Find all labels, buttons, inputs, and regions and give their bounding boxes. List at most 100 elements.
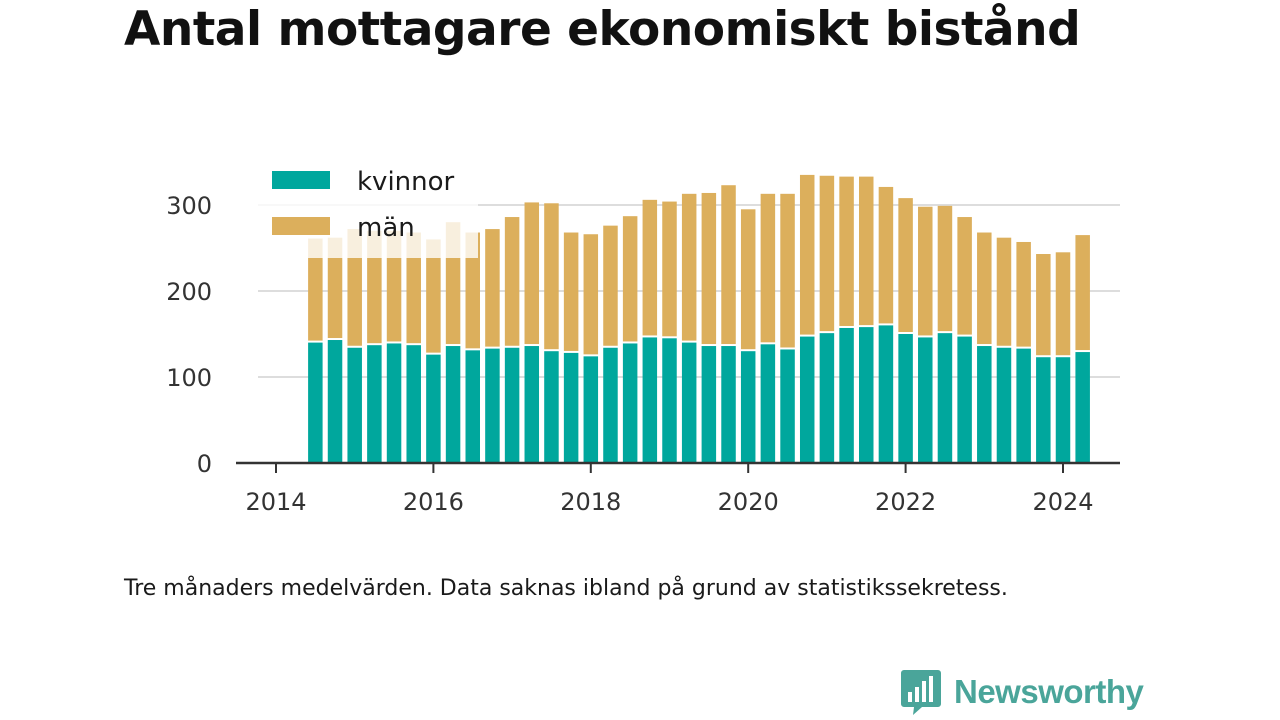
bar-kvinnor — [386, 343, 402, 463]
bar-man — [563, 232, 579, 351]
bar-stack — [996, 237, 1012, 463]
bar-kvinnor — [603, 347, 618, 463]
bar-stack — [485, 229, 500, 463]
bar-kvinnor — [878, 325, 894, 463]
bar-man — [367, 230, 382, 344]
bar-stack — [1055, 252, 1071, 463]
y-tick-label: 100 — [166, 364, 212, 392]
bar-kvinnor — [996, 347, 1012, 463]
bar-man — [859, 176, 874, 326]
brand-logo: Newsworthy — [900, 668, 1144, 716]
bar-stack — [465, 232, 480, 463]
bar-man — [819, 175, 835, 332]
bar-stack — [386, 230, 402, 463]
bar-man — [327, 237, 343, 339]
bar-man — [1016, 241, 1031, 347]
bar-stack — [799, 174, 815, 463]
bar-stack — [1016, 241, 1031, 463]
bar-stack — [308, 238, 323, 463]
bar-kvinnor — [504, 347, 520, 463]
bar-stack — [445, 222, 461, 463]
bar-man — [721, 185, 736, 345]
bar-man — [957, 217, 972, 335]
legend-swatch — [272, 171, 330, 189]
bar-man — [662, 201, 677, 337]
bar-kvinnor — [662, 338, 677, 463]
legend: kvinnor män — [258, 160, 478, 258]
bar-kvinnor — [524, 346, 540, 463]
bar-chart-speech-bubble-icon — [901, 670, 941, 715]
bar-stack — [642, 199, 658, 463]
stacked-bar-chart: 2014 2016 2018 2020 2022 2024 0 100 200 300 kvin… — [166, 160, 1120, 516]
bar-man — [977, 232, 992, 345]
bar-kvinnor — [583, 356, 599, 463]
y-axis: 0 100 200 300 — [166, 192, 212, 478]
x-tick-label: 2024 — [1032, 488, 1093, 516]
x-tick-label: 2022 — [875, 488, 936, 516]
bar-man — [347, 229, 362, 346]
bar-man — [780, 193, 795, 348]
bar-stack — [603, 225, 618, 463]
bar-stack — [681, 193, 697, 463]
bar-kvinnor — [957, 336, 972, 463]
bar-kvinnor — [1036, 357, 1051, 463]
bar-man — [799, 174, 815, 335]
bar-stack — [583, 234, 599, 463]
bar-man — [937, 205, 953, 332]
bar-man — [681, 193, 697, 341]
footnote: Tre månaders medelvärden. Data saknas ib… — [124, 576, 1008, 601]
bar-stack — [721, 185, 736, 463]
bar-kvinnor — [918, 337, 933, 463]
bar-kvinnor — [563, 352, 579, 463]
bar-stack — [898, 198, 913, 463]
bar-man — [524, 202, 540, 345]
bar-man — [1036, 254, 1051, 356]
bar-kvinnor — [681, 342, 697, 463]
bar-man — [504, 217, 520, 346]
bar-stack — [1036, 254, 1051, 463]
bar-man — [544, 203, 559, 350]
bar-man — [485, 229, 500, 347]
bar-kvinnor — [1055, 357, 1071, 463]
bar-man — [1075, 235, 1090, 351]
bar-stack — [426, 239, 441, 463]
bar-kvinnor — [721, 346, 736, 463]
bar-man — [918, 206, 933, 336]
bar-stack — [760, 193, 776, 463]
x-tick-label: 2018 — [560, 488, 621, 516]
bar-kvinnor — [1075, 352, 1090, 463]
bar-stack — [662, 201, 677, 463]
bar-stack — [878, 186, 894, 463]
legend-label: män — [357, 213, 415, 243]
bar-stack — [918, 206, 933, 463]
bar-kvinnor — [780, 349, 795, 463]
bar-man — [878, 186, 894, 324]
bar-man — [740, 209, 756, 350]
bar-kvinnor — [760, 344, 776, 463]
x-tick-label: 2016 — [403, 488, 464, 516]
bar-kvinnor — [426, 354, 441, 463]
bar-man — [760, 193, 776, 343]
bar-kvinnor — [977, 346, 992, 463]
bar-man — [426, 239, 441, 353]
bar-man — [642, 199, 658, 336]
x-tick-label: 2020 — [718, 488, 779, 516]
bar-kvinnor — [819, 333, 835, 463]
bar-kvinnor — [367, 345, 382, 463]
bar-man — [622, 216, 638, 342]
bar-man — [839, 176, 854, 326]
x-axis: 2014 2016 2018 2020 2022 2024 — [236, 461, 1120, 516]
bar-stack — [839, 176, 854, 463]
bar-stack — [524, 202, 540, 463]
bar-kvinnor — [465, 350, 480, 463]
bar-stack — [406, 232, 421, 463]
bar-kvinnor — [701, 346, 717, 463]
bar-man — [465, 232, 480, 349]
bar-man — [308, 238, 323, 341]
bar-kvinnor — [622, 343, 638, 463]
bar-man — [1055, 252, 1071, 356]
bar-man — [583, 234, 599, 355]
bar-stack — [957, 217, 972, 463]
bar-kvinnor — [544, 351, 559, 463]
bar-man — [996, 237, 1012, 346]
